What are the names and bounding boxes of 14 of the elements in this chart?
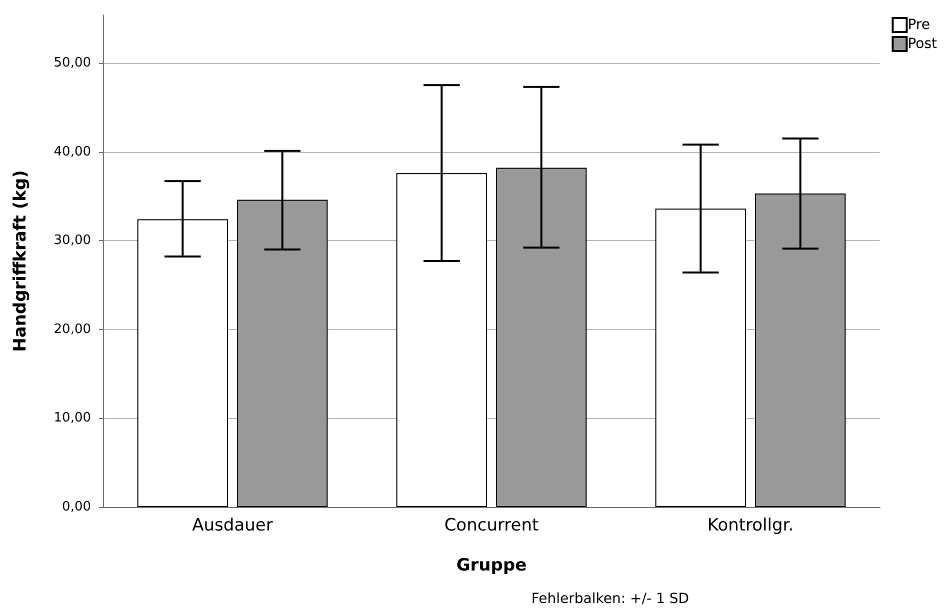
y-tick-label: 30,00 [54, 233, 91, 248]
y-tick-label: 0,00 [62, 500, 91, 514]
y-tick-label: 10,00 [54, 410, 91, 426]
y-tick-label: 20,00 [54, 322, 91, 337]
x-axis-title: Gruppe [456, 556, 527, 576]
legend-label: Post [908, 36, 938, 52]
y-tick-label: 40,00 [54, 144, 91, 160]
x-tick-label: Ausdauer [192, 516, 273, 536]
text: Fehlerbalken: +/- 1 SD [531, 591, 689, 607]
x-tick-label: Concurrent [444, 516, 540, 536]
x-tick-label: Kontrollgr. [707, 516, 794, 536]
y-tick-label: 50,00 [54, 55, 91, 70]
legend-label: Pre [908, 17, 930, 33]
y-axis-title: Handgriffkraft (kg) [10, 170, 30, 352]
